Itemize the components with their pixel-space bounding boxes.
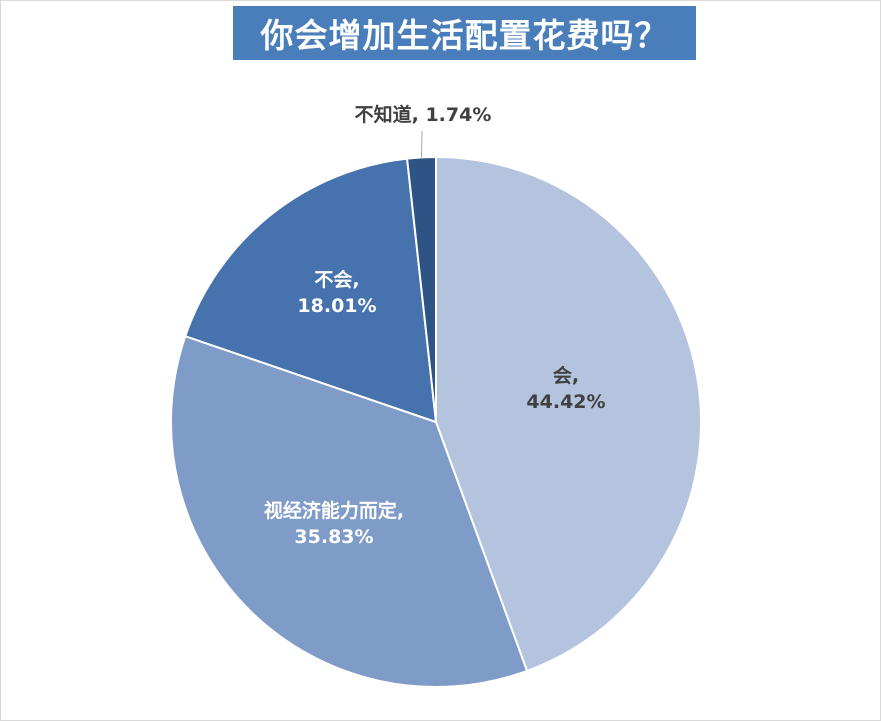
- slice-value-2: 35.83%: [294, 526, 373, 548]
- slice-label-2: 视经济能力而定,: [264, 499, 404, 522]
- slice-label-3: 不会,: [314, 268, 359, 291]
- slice-value-3: 18.01%: [297, 295, 376, 317]
- slice-label-4: 不知道, 1.74%: [355, 103, 492, 126]
- slice-label-1: 会,: [553, 364, 579, 387]
- pie-slice-2: [170, 334, 529, 688]
- chart-title-box: 你会增加生活配置花费吗？: [233, 6, 696, 60]
- slice-value-1: 44.42%: [526, 391, 605, 413]
- chart-title: 你会增加生活配置花费吗？: [260, 16, 669, 55]
- pie-slice-1: [435, 155, 702, 673]
- pie-slice-3: [184, 157, 438, 424]
